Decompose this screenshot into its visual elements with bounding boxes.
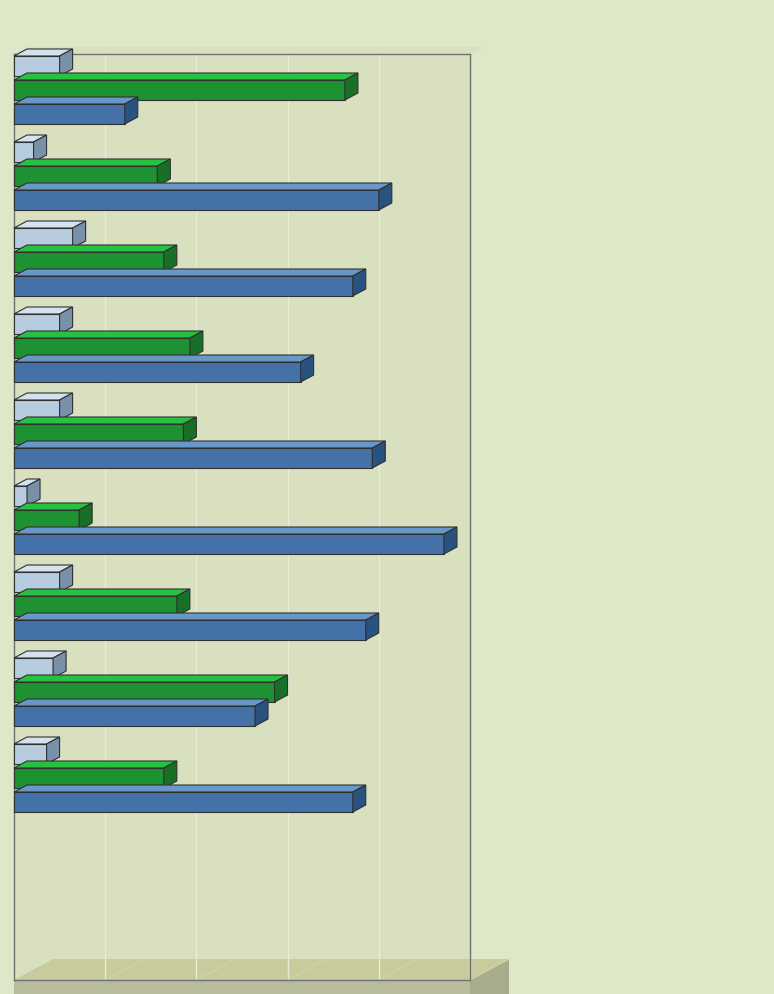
Polygon shape [353,269,366,296]
Polygon shape [14,167,157,187]
Polygon shape [14,222,86,229]
Polygon shape [255,700,268,727]
Polygon shape [14,613,378,620]
Polygon shape [14,596,176,616]
Polygon shape [14,191,378,211]
Polygon shape [14,401,60,420]
Polygon shape [14,504,92,511]
Polygon shape [14,511,79,531]
Polygon shape [14,160,170,167]
Polygon shape [60,566,73,592]
Polygon shape [14,959,509,980]
Polygon shape [14,184,392,191]
Polygon shape [14,745,46,764]
Polygon shape [14,81,345,101]
Polygon shape [190,332,203,359]
Polygon shape [14,332,203,339]
Polygon shape [60,50,73,77]
Polygon shape [14,682,275,703]
Polygon shape [14,528,457,535]
Polygon shape [14,441,385,448]
Polygon shape [14,229,73,248]
Polygon shape [14,48,483,55]
Polygon shape [14,252,164,272]
Polygon shape [14,448,372,468]
Polygon shape [14,394,73,401]
Polygon shape [60,394,73,420]
Polygon shape [73,222,86,248]
Polygon shape [14,658,53,678]
Polygon shape [300,356,313,383]
Polygon shape [157,160,170,187]
Polygon shape [372,441,385,468]
Polygon shape [14,738,60,745]
Polygon shape [14,792,353,812]
Polygon shape [33,136,46,163]
Polygon shape [14,363,300,383]
Polygon shape [14,50,73,57]
Polygon shape [183,417,197,444]
Polygon shape [14,785,366,792]
Polygon shape [14,143,33,163]
Polygon shape [275,675,288,703]
Polygon shape [14,535,444,555]
Polygon shape [79,504,92,531]
Polygon shape [14,573,60,592]
Polygon shape [14,620,366,640]
Polygon shape [378,184,392,211]
Polygon shape [14,566,73,573]
Polygon shape [14,339,190,359]
Polygon shape [14,417,197,424]
Polygon shape [14,246,176,252]
Polygon shape [345,74,358,101]
Polygon shape [14,269,366,276]
Polygon shape [14,308,73,315]
Polygon shape [14,276,353,296]
Polygon shape [14,486,27,507]
Polygon shape [14,105,125,125]
Polygon shape [14,675,288,682]
Polygon shape [444,528,457,555]
Polygon shape [60,308,73,335]
Polygon shape [176,589,190,616]
Polygon shape [14,980,470,994]
Polygon shape [14,589,190,596]
Polygon shape [14,424,183,444]
Polygon shape [164,761,176,788]
Polygon shape [14,768,164,788]
Polygon shape [14,315,60,335]
Polygon shape [14,74,358,81]
Polygon shape [353,785,366,812]
Polygon shape [14,136,46,143]
Polygon shape [53,651,66,678]
Polygon shape [14,651,66,658]
Polygon shape [164,246,176,272]
Polygon shape [14,97,138,105]
Polygon shape [14,356,313,363]
Polygon shape [14,761,176,768]
Polygon shape [14,700,268,707]
Polygon shape [470,959,509,994]
Polygon shape [14,707,255,727]
Polygon shape [14,57,60,77]
Polygon shape [14,479,40,486]
Polygon shape [366,613,378,640]
Polygon shape [125,97,138,125]
Polygon shape [27,479,40,507]
Polygon shape [46,738,60,764]
Polygon shape [14,55,470,980]
